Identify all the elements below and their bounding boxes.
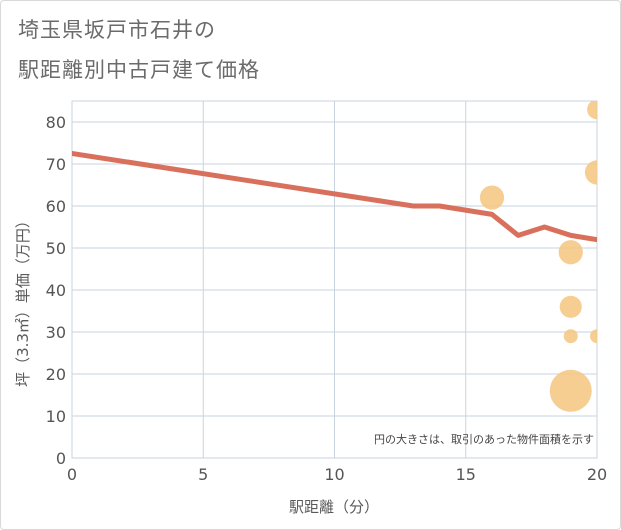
x-tick-label: 5 — [198, 465, 208, 484]
y-tick-label: 80 — [46, 113, 66, 132]
bubble-point — [549, 369, 592, 412]
y-tick-label: 60 — [46, 197, 66, 216]
x-tick-label: 20 — [587, 465, 607, 484]
chart-title-line2: 駅距離別中古戸建て価格 — [18, 58, 260, 82]
x-tick-label: 15 — [456, 465, 476, 484]
bubble-point — [590, 329, 597, 344]
bubble-point — [559, 295, 582, 318]
bubble-point — [587, 101, 597, 120]
bubble-point — [584, 160, 597, 185]
x-axis-label: 駅距離（分） — [289, 498, 379, 516]
y-tick-label: 30 — [46, 323, 66, 342]
y-tick-label: 40 — [46, 281, 66, 300]
chart-title-line1: 埼玉県坂戸市石井の — [18, 18, 216, 42]
y-tick-label: 70 — [46, 155, 66, 174]
x-tick-label: 0 — [67, 465, 77, 484]
y-axis-label: 坪（3.3㎡）単価（万円） — [14, 213, 32, 387]
price-trend-line — [72, 151, 597, 243]
bubble-size-note: 円の大きさは、取引のあった物件面積を示す — [374, 432, 594, 446]
y-tick-label: 10 — [46, 407, 66, 426]
y-tick-label: 50 — [46, 239, 66, 258]
bubble-point — [558, 240, 583, 265]
bubble-point — [479, 185, 505, 210]
bubble-point — [563, 329, 578, 344]
y-tick-label: 0 — [56, 449, 66, 468]
y-tick-label: 20 — [46, 365, 66, 384]
x-tick-label: 10 — [324, 465, 344, 484]
